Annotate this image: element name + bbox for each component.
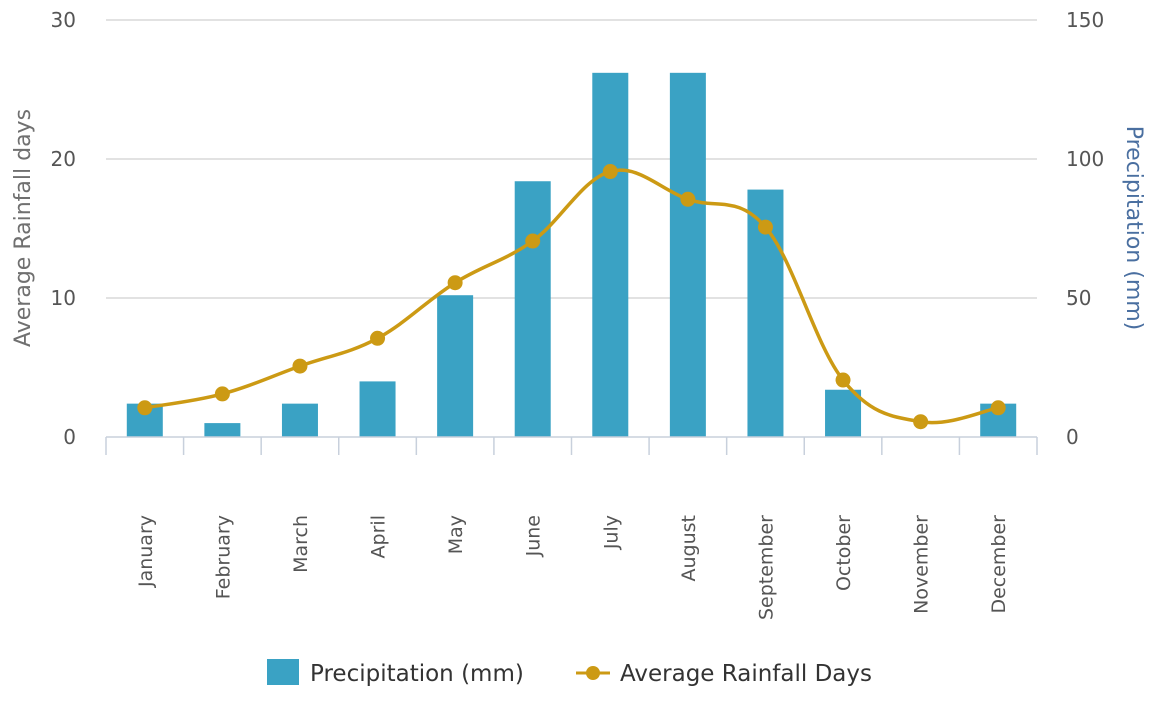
x-tick-label: August	[678, 515, 700, 582]
legend-item-precipitation[interactable]: Precipitation (mm)	[267, 659, 524, 687]
x-tick-label: May	[445, 515, 467, 554]
x-tick-label: February	[212, 515, 234, 599]
legend: Precipitation (mm) Average Rainfall Days	[267, 659, 872, 687]
bar-july[interactable]	[592, 72, 629, 437]
bar-august[interactable]	[669, 72, 706, 437]
y-axis-right: 0 50 100 150	[1066, 8, 1104, 449]
x-tick-label: November	[911, 515, 933, 614]
line-series	[137, 164, 1006, 430]
point-may[interactable]	[447, 275, 463, 291]
bar-february[interactable]	[204, 423, 241, 437]
y-right-tick-label: 50	[1066, 286, 1091, 310]
bar-series	[126, 72, 1017, 437]
x-tick-label: December	[988, 515, 1010, 614]
point-january[interactable]	[137, 400, 153, 416]
legend-item-rainfall-days[interactable]: Average Rainfall Days	[576, 661, 872, 687]
x-tick-label: March	[290, 515, 312, 573]
point-march[interactable]	[292, 358, 308, 374]
x-tick-label: January	[135, 515, 157, 588]
legend-swatch-precipitation	[267, 659, 299, 685]
legend-marker-rainfall-days	[586, 666, 600, 680]
y-left-tick-label: 10	[51, 286, 76, 310]
point-december[interactable]	[990, 400, 1006, 416]
y-left-tick-label: 20	[51, 147, 76, 171]
point-february[interactable]	[214, 386, 230, 402]
gridlines	[106, 19, 1037, 299]
point-july[interactable]	[602, 164, 618, 180]
legend-label-rainfall-days: Average Rainfall Days	[620, 661, 872, 687]
y-axis-left: 0 10 20 30	[51, 8, 76, 449]
bar-april[interactable]	[359, 381, 396, 437]
y-left-tick-label: 0	[63, 425, 76, 449]
point-april[interactable]	[370, 330, 386, 346]
point-october[interactable]	[835, 372, 851, 388]
x-tick-label: September	[755, 515, 777, 620]
bar-june[interactable]	[514, 181, 551, 437]
bar-october[interactable]	[825, 389, 862, 437]
point-june[interactable]	[525, 233, 541, 249]
y-right-tick-label: 100	[1066, 147, 1104, 171]
rainfall-days-line	[144, 168, 999, 425]
point-november[interactable]	[913, 414, 929, 430]
y-axis-left-title: Average Rainfall days	[11, 109, 36, 347]
y-axis-right-title: Precipitation (mm)	[1121, 126, 1146, 331]
x-tick-label: April	[368, 515, 390, 558]
x-tick-label: June	[523, 515, 545, 557]
y-left-tick-label: 30	[51, 8, 76, 32]
bar-march[interactable]	[281, 403, 318, 437]
y-right-tick-label: 0	[1066, 425, 1079, 449]
x-tick-label: July	[600, 515, 622, 550]
x-tick-label: October	[833, 515, 855, 591]
bar-may[interactable]	[437, 295, 474, 437]
point-september[interactable]	[757, 219, 773, 235]
legend-label-precipitation: Precipitation (mm)	[310, 661, 524, 687]
x-axis: January February March April May June July Augu…	[105, 436, 1038, 620]
point-august[interactable]	[680, 191, 696, 207]
y-right-tick-label: 150	[1066, 8, 1104, 32]
